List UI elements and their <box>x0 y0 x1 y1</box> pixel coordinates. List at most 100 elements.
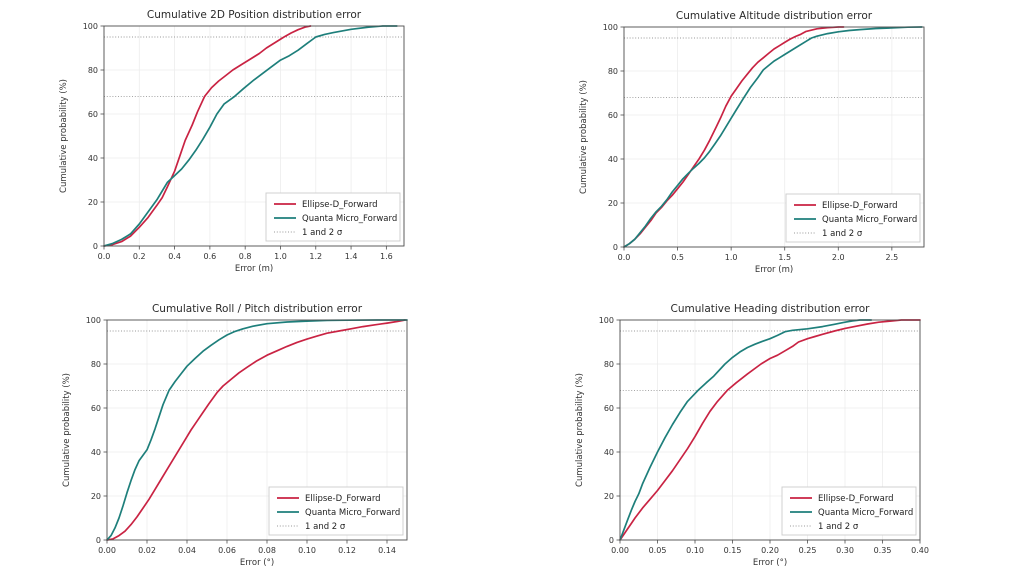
legend-box <box>781 486 917 536</box>
y-tick-label: 80 <box>608 67 618 76</box>
y-tick-label: 20 <box>604 492 614 501</box>
plot-frame <box>103 25 405 247</box>
series-quanta-micro-forward <box>619 319 873 541</box>
x-tick-label: 1.6 <box>380 252 393 261</box>
y-axis-label: Cumulative probability (%) <box>575 373 585 487</box>
series-quanta-micro-forward <box>623 26 923 248</box>
y-tick-label: 100 <box>83 22 98 31</box>
y-tick-label: 40 <box>88 154 98 163</box>
series-quanta-micro-forward <box>106 319 408 541</box>
x-tick-label: 0.05 <box>649 546 667 555</box>
y-axis-label: Cumulative probability (%) <box>579 80 589 194</box>
y-tick-label: 100 <box>86 316 101 325</box>
x-tick-label: 0.40 <box>911 546 929 555</box>
y-tick-label: 0 <box>609 536 614 545</box>
x-tick-label: 1.0 <box>274 252 287 261</box>
x-tick-label: 0.6 <box>204 252 217 261</box>
y-tick-label: 40 <box>608 155 618 164</box>
x-tick-label: 0.25 <box>799 546 817 555</box>
y-tick-label: 60 <box>88 110 98 119</box>
y-tick-label: 20 <box>88 198 98 207</box>
y-tick-label: 20 <box>91 492 101 501</box>
y-tick-label: 0 <box>613 243 618 252</box>
x-tick-label: 0.08 <box>258 546 276 555</box>
chart-heading-error: 0.00 0.05 0.10 0.15 0.20 0.25 0.30 0.35 0.40 0 20 4… <box>572 298 1012 576</box>
y-tick-label: 80 <box>91 360 101 369</box>
x-axis-label: Error (°) <box>753 558 787 568</box>
y-tick-label: 40 <box>604 448 614 457</box>
legend-label: 1 and 2 σ <box>822 229 863 239</box>
legend-label: Quanta Micro_Forward <box>302 214 397 224</box>
y-tick-label: 40 <box>91 448 101 457</box>
legend-label: Quanta Micro_Forward <box>822 215 917 225</box>
chart-svg-heading: 0.00 0.05 0.10 0.15 0.20 0.25 0.30 0.35 0.40 0 20 4… <box>575 303 929 568</box>
x-tick-label: 0.35 <box>874 546 892 555</box>
legend-label: Ellipse-D_Forward <box>822 201 898 211</box>
legend-box <box>265 192 401 242</box>
x-tick-label: 0.0 <box>618 253 631 262</box>
y-tick-label: 100 <box>599 316 614 325</box>
x-tick-label: 0.0 <box>98 252 111 261</box>
chart-roll-pitch-error: 0.00 0.02 0.04 0.06 0.08 0.10 0.12 0.14 0 20 40 60 8… <box>59 298 499 576</box>
legend-box <box>268 486 404 536</box>
y-tick-label: 60 <box>608 111 618 120</box>
chart-svg-2d-position: 0.0 0.2 0.4 0.6 0.8 1.0 1.2 1.4 1.6 0 20 40 60 80 100 C… <box>59 9 405 274</box>
chart-title: Cumulative Altitude distribution error <box>676 10 873 22</box>
x-tick-label: 0.10 <box>686 546 704 555</box>
y-tick-label: 0 <box>93 242 98 251</box>
x-tick-label: 0.14 <box>378 546 396 555</box>
legend-label: Ellipse-D_Forward <box>305 494 381 504</box>
x-tick-label: 0.20 <box>761 546 779 555</box>
chart-2d-position-error: 0.0 0.2 0.4 0.6 0.8 1.0 1.2 1.4 1.6 0 20 40 60 80 100 C… <box>56 4 496 289</box>
x-tick-label: 0.12 <box>338 546 356 555</box>
legend-label: 1 and 2 σ <box>818 522 859 532</box>
legend-box <box>785 193 921 243</box>
x-tick-label: 0.8 <box>239 252 252 261</box>
legend-label: 1 and 2 σ <box>302 228 343 238</box>
x-tick-label: 0.4 <box>168 252 181 261</box>
x-tick-label: 2.5 <box>885 253 898 262</box>
x-axis-label: Error (°) <box>240 558 274 568</box>
series-ellipse-d-forward <box>103 25 312 247</box>
plot-frame <box>106 319 408 541</box>
y-tick-label: 80 <box>604 360 614 369</box>
x-tick-label: 0.2 <box>133 252 146 261</box>
chart-svg-altitude: 0.0 0.5 1.0 1.5 2.0 2.5 0 20 40 60 80 100 Cumulative… <box>579 10 925 275</box>
x-tick-label: 2.0 <box>832 253 845 262</box>
x-tick-label: 0.04 <box>178 546 196 555</box>
x-tick-label: 1.2 <box>309 252 322 261</box>
plot-frame <box>623 26 925 248</box>
x-tick-label: 1.4 <box>345 252 358 261</box>
y-tick-label: 60 <box>91 404 101 413</box>
chart-title: Cumulative Heading distribution error <box>671 303 871 315</box>
y-tick-label: 60 <box>604 404 614 413</box>
legend-label: Quanta Micro_Forward <box>305 508 400 518</box>
x-tick-label: 0.30 <box>836 546 854 555</box>
legend-label: Ellipse-D_Forward <box>302 200 378 210</box>
x-tick-label: 0.10 <box>298 546 316 555</box>
x-axis-label: Error (m) <box>235 264 273 274</box>
x-tick-label: 0.5 <box>671 253 684 262</box>
y-axis-label: Cumulative probability (%) <box>62 373 72 487</box>
x-tick-label: 1.0 <box>725 253 738 262</box>
x-tick-label: 0.15 <box>724 546 742 555</box>
series-ellipse-d-forward <box>106 319 406 541</box>
y-axis-label: Cumulative probability (%) <box>59 79 69 193</box>
x-axis-label: Error (m) <box>755 265 793 275</box>
y-tick-label: 20 <box>608 199 618 208</box>
x-tick-label: 0.00 <box>98 546 116 555</box>
chart-svg-roll-pitch: 0.00 0.02 0.04 0.06 0.08 0.10 0.12 0.14 0 20 40 60 8… <box>62 303 408 568</box>
y-tick-label: 80 <box>88 66 98 75</box>
y-tick-label: 100 <box>603 23 618 32</box>
series-quanta-micro-forward <box>103 25 398 247</box>
legend-label: 1 and 2 σ <box>305 522 346 532</box>
series-ellipse-d-forward <box>619 319 921 541</box>
chart-altitude-error: 0.0 0.5 1.0 1.5 2.0 2.5 0 20 40 60 80 100 Cumulative… <box>576 5 1016 290</box>
y-tick-label: 0 <box>96 536 101 545</box>
legend-label: Quanta Micro_Forward <box>818 508 913 518</box>
chart-title: Cumulative Roll / Pitch distribution err… <box>152 303 363 315</box>
x-tick-label: 1.5 <box>778 253 791 262</box>
chart-title: Cumulative 2D Position distribution erro… <box>147 9 362 21</box>
x-tick-label: 0.00 <box>611 546 629 555</box>
legend-label: Ellipse-D_Forward <box>818 494 894 504</box>
